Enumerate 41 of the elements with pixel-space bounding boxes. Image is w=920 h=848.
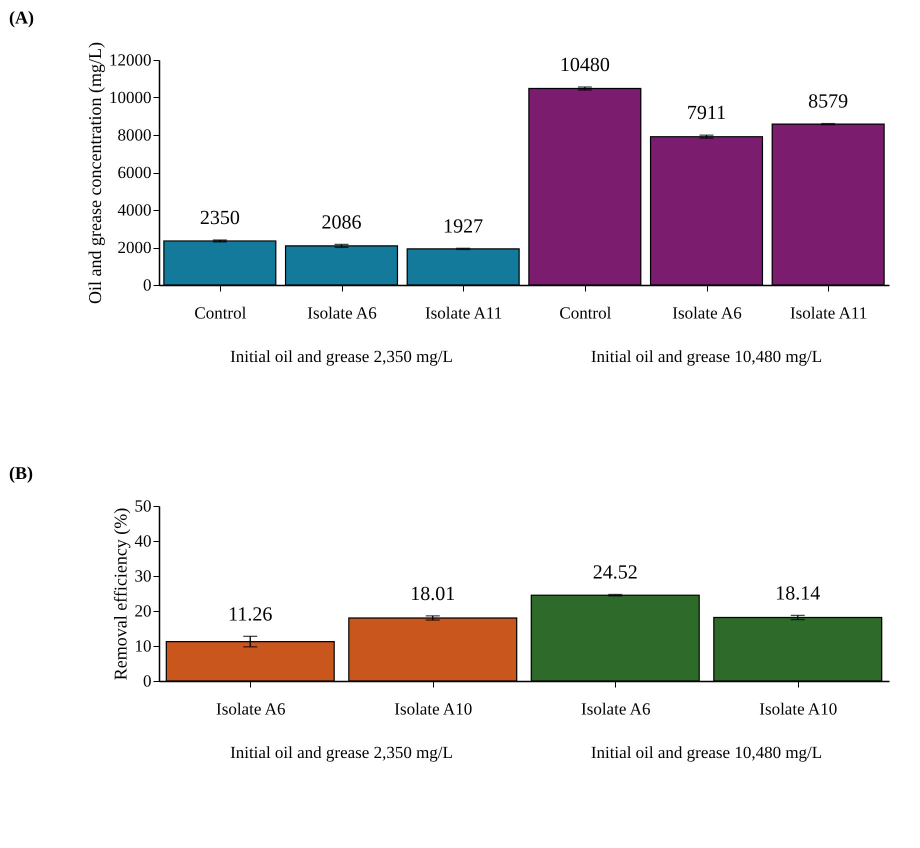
- text: Initial oil and grease 10,480 mg/L: [590, 743, 822, 762]
- chart-title: (A): [9, 8, 34, 28]
- y-tick-label: 6000: [118, 163, 152, 182]
- y-tick-label: 0: [143, 672, 152, 690]
- x-tick-label: Isolate A11: [790, 304, 868, 322]
- x-tick-label: Control: [559, 304, 612, 322]
- y-tick-label: 10: [134, 636, 152, 656]
- y-tick-label: 4000: [118, 200, 152, 220]
- y-tick-label: 20: [134, 602, 152, 620]
- x-tick-label: Control: [194, 304, 247, 322]
- y-tick-label: 0: [143, 276, 152, 294]
- data-label: 1927: [443, 215, 484, 238]
- chart-title: (B): [9, 463, 33, 483]
- x-tick-label: Isolate A11: [425, 304, 502, 322]
- data-label: 18.14: [775, 582, 820, 604]
- x-tick-label: Isolate A6: [307, 304, 377, 322]
- y-tick-label: 30: [134, 566, 152, 586]
- data-label: 2350: [200, 207, 240, 229]
- x-tick-label: Isolate A6: [672, 304, 742, 322]
- data-label: 11.26: [228, 603, 272, 626]
- y-tick-label: 10000: [109, 88, 152, 107]
- data-label: 8579: [808, 90, 848, 113]
- y-axis-title: Oil and grease concentration (mg/L): [85, 42, 105, 304]
- data-label: 10480: [560, 54, 610, 76]
- y-tick-label: 12000: [109, 50, 152, 70]
- data-label: 7911: [686, 102, 726, 124]
- y-tick-label: 8000: [118, 126, 152, 144]
- text: Initial oil and grease 2,350 mg/L: [230, 743, 453, 762]
- data-label: 18.01: [410, 582, 456, 605]
- text: Initial oil and grease 2,350 mg/L: [230, 347, 453, 366]
- y-tick-label: 40: [134, 532, 152, 550]
- text: Initial oil and grease 10,480 mg/L: [590, 347, 822, 366]
- y-tick-label: 50: [134, 496, 152, 516]
- x-tick-label: Isolate A10: [759, 700, 838, 718]
- y-tick-label: 2000: [118, 238, 152, 257]
- data-label: 24.52: [592, 561, 638, 584]
- x-tick-label: Isolate A6: [581, 700, 650, 718]
- data-label: 2086: [322, 211, 362, 234]
- x-tick-label: Isolate A10: [394, 700, 472, 718]
- x-tick-label: Isolate A6: [216, 700, 286, 718]
- y-axis-title: Removal efficiency (%): [110, 508, 130, 680]
